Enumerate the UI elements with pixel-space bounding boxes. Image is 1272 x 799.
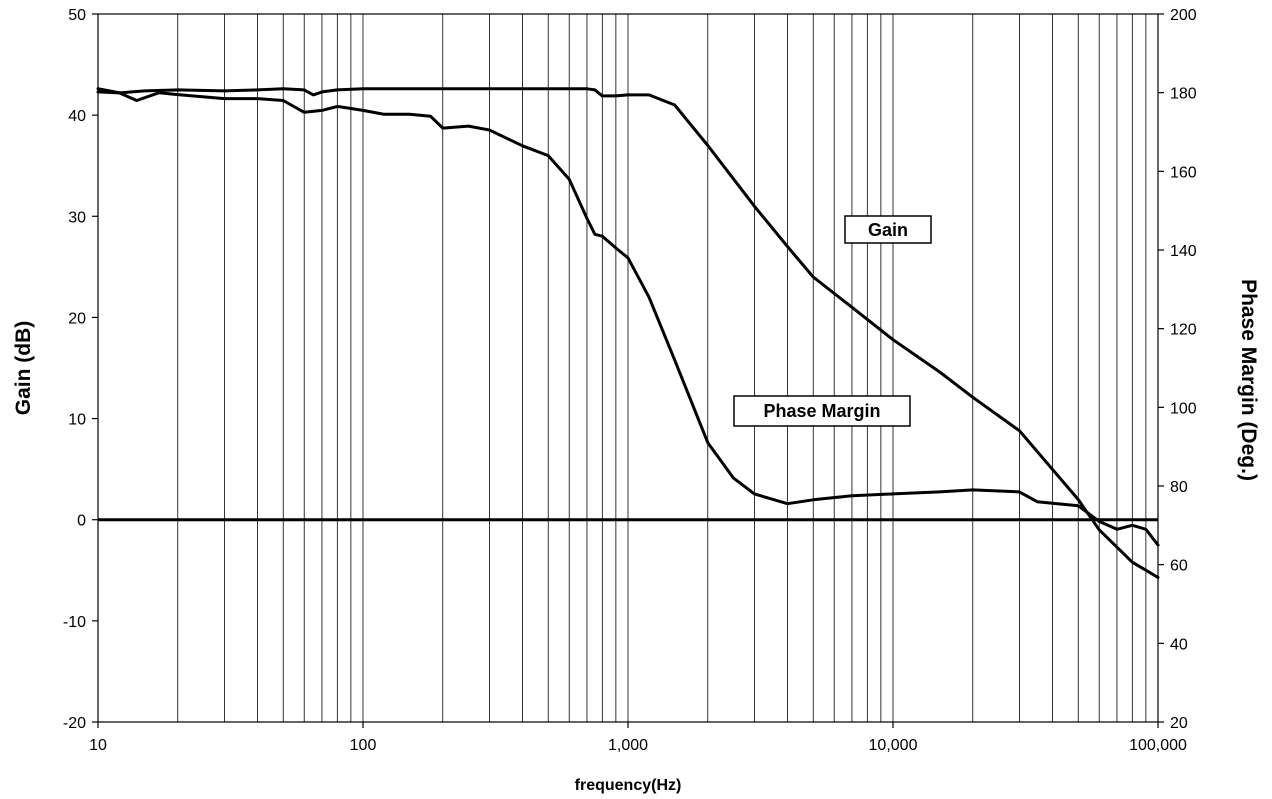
axes <box>92 13 1164 728</box>
x-tick-label: 100 <box>350 737 377 754</box>
y-tick-label: 40 <box>68 108 86 125</box>
y2-tick-label: 140 <box>1170 243 1197 260</box>
y-tick-label: -20 <box>63 715 86 732</box>
y2-axis-title: Phase Margin (Deg.) <box>1237 279 1260 481</box>
y2-tick-label: 160 <box>1170 164 1197 181</box>
x-tick-label: 10,000 <box>869 737 918 754</box>
y-tick-label: 30 <box>68 209 86 226</box>
gain-callout: Gain <box>844 215 932 244</box>
phase-margin-callout: Phase Margin <box>733 395 911 427</box>
y-tick-label: 10 <box>68 412 86 429</box>
gain-curve <box>96 87 1160 579</box>
tick-labels: -20 -10 0 10 20 30 40 50 20 40 60 80 100 120 140 160 180… <box>63 7 1197 754</box>
y2-tick-label: 120 <box>1170 322 1197 339</box>
y2-tick-label: 200 <box>1170 7 1197 24</box>
x-tick-label: 10 <box>89 737 107 754</box>
y2-tick-label: 180 <box>1170 86 1197 103</box>
y-tick-label: 0 <box>77 513 86 530</box>
y2-tick-label: 40 <box>1170 636 1188 653</box>
y-axis-title: Gain (dB) <box>12 321 35 416</box>
y2-tick-label: 60 <box>1170 558 1188 575</box>
y2-tick-label: 80 <box>1170 479 1188 496</box>
x-tick-label: 1,000 <box>608 737 648 754</box>
phase-margin-callout-label: Phase Margin <box>763 401 880 421</box>
x-tick-label: 100,000 <box>1129 737 1187 754</box>
grid-lines <box>177 14 1147 722</box>
curves <box>96 87 1160 579</box>
y-tick-label: -10 <box>63 614 86 631</box>
y2-tick-label: 20 <box>1170 715 1188 732</box>
x-axis-title: frequency(Hz) <box>575 777 682 794</box>
y-tick-label: 50 <box>68 7 86 24</box>
y2-tick-label: 100 <box>1170 400 1197 417</box>
gain-callout-label: Gain <box>868 220 908 240</box>
phase-margin-curve <box>96 87 1160 547</box>
y-tick-label: 20 <box>68 310 86 327</box>
